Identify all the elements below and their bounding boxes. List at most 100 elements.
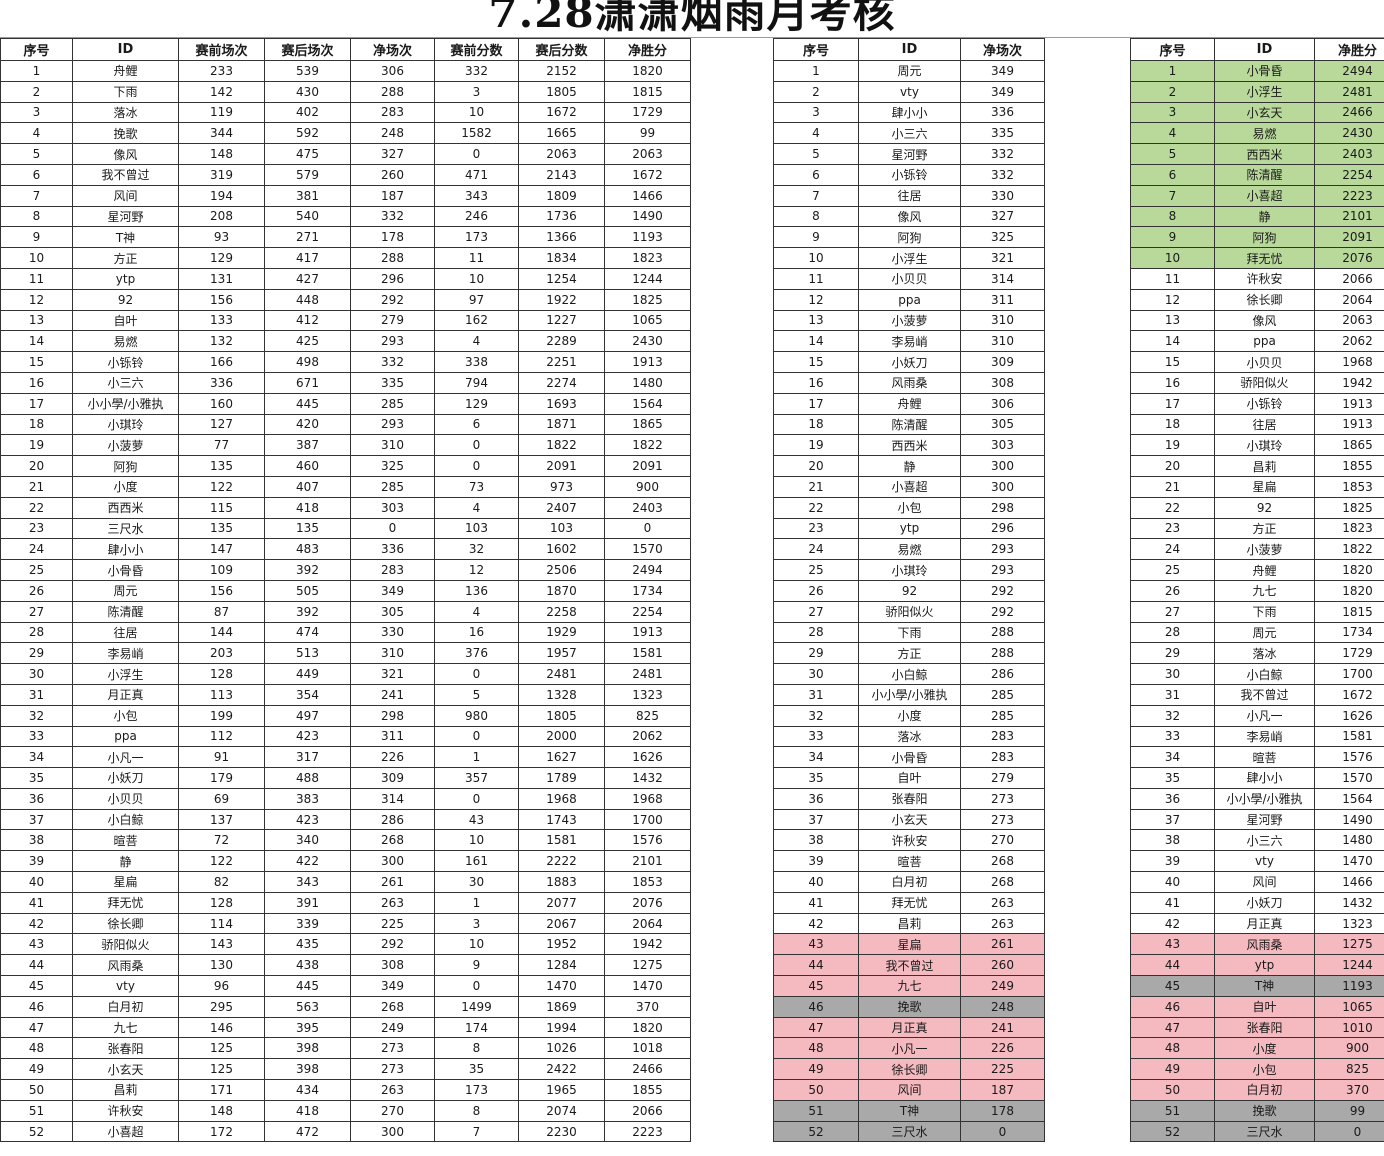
cell-id[interactable]: T神 — [858, 1099, 961, 1122]
cell-id[interactable]: 风间 — [858, 1079, 961, 1101]
cell-post-score[interactable]: 1871 — [518, 413, 605, 436]
cell-net-games[interactable]: 263 — [960, 912, 1045, 935]
cell-net-score[interactable]: 1700 — [1314, 663, 1384, 685]
cell-net-games[interactable]: 225 — [960, 1058, 1045, 1081]
cell-post-score[interactable]: 1834 — [518, 247, 605, 269]
cell-index[interactable]: 49 — [773, 1058, 859, 1081]
cell-post-games[interactable]: 391 — [264, 891, 351, 914]
cell-id[interactable]: 星河野 — [1214, 808, 1315, 831]
cell-pre-score[interactable]: 0 — [434, 787, 519, 810]
cell-net-games[interactable]: 261 — [960, 933, 1045, 956]
cell-post-games[interactable]: 434 — [264, 1079, 351, 1101]
cell-id[interactable]: 九七 — [1214, 579, 1315, 602]
cell-id[interactable]: vty — [1214, 850, 1315, 873]
cell-pre-games[interactable]: 112 — [178, 725, 265, 748]
cell-pre-score[interactable]: 129 — [434, 392, 519, 415]
cell-index[interactable]: 23 — [1130, 517, 1215, 540]
cell-index[interactable]: 17 — [0, 392, 73, 415]
cell-index[interactable]: 6 — [773, 163, 859, 186]
cell-id[interactable]: 风雨桑 — [72, 954, 179, 977]
cell-index[interactable]: 7 — [0, 184, 73, 207]
cell-id[interactable]: 小喜超 — [72, 1120, 179, 1143]
cell-index[interactable]: 51 — [0, 1099, 73, 1122]
cell-index[interactable]: 35 — [0, 767, 73, 789]
cell-index[interactable]: 45 — [1130, 975, 1215, 997]
cell-post-games[interactable]: 498 — [264, 351, 351, 373]
cell-net-games[interactable]: 263 — [350, 891, 435, 914]
cell-pre-games[interactable]: 144 — [178, 621, 265, 644]
cell-id[interactable]: 小浮生 — [858, 247, 961, 269]
cell-net-games[interactable]: 305 — [350, 600, 435, 623]
cell-pre-score[interactable]: 43 — [434, 808, 519, 831]
cell-net-score[interactable]: 900 — [1314, 1037, 1384, 1060]
cell-net-games[interactable]: 349 — [350, 975, 435, 997]
cell-index[interactable]: 10 — [773, 247, 859, 269]
cell-post-score[interactable]: 2506 — [518, 559, 605, 581]
cell-net-score[interactable]: 99 — [604, 122, 691, 145]
cell-id[interactable]: 小骨昏 — [1214, 60, 1315, 82]
cell-post-score[interactable]: 1805 — [518, 704, 605, 727]
cell-pre-score[interactable]: 11 — [434, 247, 519, 269]
cell-pre-score[interactable]: 16 — [434, 621, 519, 644]
cell-net-score[interactable]: 2254 — [1314, 163, 1384, 186]
cell-index[interactable]: 50 — [0, 1079, 73, 1101]
cell-id[interactable]: 风雨桑 — [1214, 933, 1315, 956]
cell-index[interactable]: 18 — [773, 413, 859, 436]
cell-id[interactable]: 小骨昏 — [72, 559, 179, 581]
cell-post-score[interactable]: 1254 — [518, 267, 605, 290]
cell-pre-games[interactable]: 125 — [178, 1058, 265, 1081]
cell-id[interactable]: 白月初 — [72, 995, 179, 1018]
cell-post-score[interactable]: 1470 — [518, 975, 605, 997]
cell-post-score[interactable]: 2143 — [518, 163, 605, 186]
cell-id[interactable]: ytp — [858, 517, 961, 540]
cell-id[interactable]: 暄菩 — [72, 829, 179, 852]
cell-net-games[interactable]: 226 — [960, 1037, 1045, 1060]
cell-net-score[interactable]: 1734 — [1314, 621, 1384, 644]
cell-net-score[interactable]: 1581 — [604, 642, 691, 665]
cell-post-games[interactable]: 448 — [264, 288, 351, 311]
cell-index[interactable]: 25 — [1130, 559, 1215, 581]
cell-net-score[interactable]: 2062 — [1314, 330, 1384, 353]
cell-index[interactable]: 52 — [773, 1120, 859, 1143]
cell-index[interactable]: 43 — [773, 933, 859, 956]
cell-id[interactable]: 李易峭 — [72, 642, 179, 665]
cell-index[interactable]: 14 — [1130, 330, 1215, 353]
cell-pre-score[interactable]: 10 — [434, 267, 519, 290]
cell-net-score[interactable]: 1323 — [1314, 912, 1384, 935]
cell-post-score[interactable]: 1869 — [518, 995, 605, 1018]
cell-post-score[interactable]: 2074 — [518, 1099, 605, 1122]
cell-net-games[interactable]: 300 — [350, 850, 435, 873]
cell-index[interactable]: 45 — [773, 975, 859, 997]
cell-index[interactable]: 7 — [773, 184, 859, 207]
cell-index[interactable]: 10 — [1130, 247, 1215, 269]
cell-net-games[interactable]: 300 — [960, 455, 1045, 477]
cell-id[interactable]: 拜无忧 — [72, 891, 179, 914]
cell-net-score[interactable]: 1193 — [1314, 975, 1384, 997]
cell-net-games[interactable]: 268 — [960, 850, 1045, 873]
cell-net-games[interactable]: 279 — [350, 309, 435, 332]
cell-id[interactable]: 肆小小 — [1214, 767, 1315, 789]
cell-index[interactable]: 18 — [1130, 413, 1215, 436]
cell-id[interactable]: 西西米 — [858, 434, 961, 457]
cell-id[interactable]: 挽歌 — [1214, 1099, 1315, 1122]
cell-id[interactable]: 小妖刀 — [858, 351, 961, 373]
cell-net-games[interactable]: 298 — [960, 496, 1045, 519]
cell-post-score[interactable]: 2077 — [518, 891, 605, 914]
cell-net-score[interactable]: 2062 — [604, 725, 691, 748]
cell-net-score[interactable]: 1942 — [1314, 371, 1384, 394]
cell-pre-score[interactable]: 9 — [434, 954, 519, 977]
cell-id[interactable]: T神 — [72, 226, 179, 249]
cell-pre-games[interactable]: 96 — [178, 975, 265, 997]
cell-net-score[interactable]: 1275 — [1314, 933, 1384, 956]
cell-index[interactable]: 32 — [773, 704, 859, 727]
cell-id[interactable]: 陈清醒 — [72, 600, 179, 623]
cell-pre-score[interactable]: 246 — [434, 205, 519, 228]
cell-id[interactable]: 小度 — [1214, 1037, 1315, 1060]
cell-id[interactable]: 静 — [1214, 205, 1315, 228]
cell-net-score[interactable]: 370 — [1314, 1079, 1384, 1101]
cell-id[interactable]: 李易峭 — [858, 330, 961, 353]
cell-post-score[interactable]: 1805 — [518, 80, 605, 103]
cell-post-games[interactable]: 472 — [264, 1120, 351, 1143]
cell-net-games[interactable]: 225 — [350, 912, 435, 935]
cell-index[interactable]: 2 — [1130, 80, 1215, 103]
